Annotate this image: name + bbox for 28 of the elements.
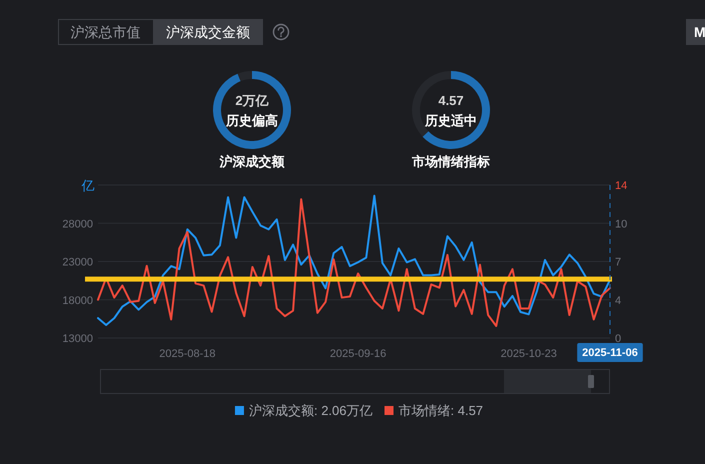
x-tick-label: 2025-11-06	[582, 347, 638, 359]
text: 2万亿	[235, 93, 270, 108]
text: 历史偏高	[225, 113, 278, 128]
donut-slice	[213, 71, 291, 149]
y-tick-label: 28000	[62, 218, 93, 230]
text: 历史适中	[424, 113, 477, 128]
y2-tick-label: 7	[615, 256, 622, 268]
text: 4.57	[438, 93, 464, 108]
text: 沪深总市值	[70, 24, 140, 40]
x-tick-label: 2025-08-18	[159, 348, 216, 360]
donut-slice	[238, 71, 252, 82]
y2-tick-label: 0	[615, 333, 622, 345]
y-tick-label: 23000	[62, 256, 93, 268]
y-tick-label: 13000	[62, 333, 93, 345]
legend-label: 沪深成交额: 2.06万亿	[248, 403, 372, 418]
y-tick-label: 18000	[62, 294, 93, 307]
text: 沪深成交额	[218, 154, 286, 169]
text: M	[694, 24, 705, 40]
y2-tick-label: 14	[615, 180, 628, 192]
y2-tick-label: 10	[615, 218, 628, 230]
y2-tick-label: 4	[615, 294, 622, 307]
x-tick-label: 2025-09-16	[330, 348, 386, 360]
legend-label: 市场情绪: 4.57	[398, 403, 484, 418]
text: 沪深成交金额	[166, 24, 250, 40]
y-axis-title: 亿	[80, 178, 94, 193]
text: 市场情绪指标	[411, 154, 490, 169]
x-tick-label: 2025-10-23	[500, 348, 557, 360]
donut-slice	[422, 71, 490, 149]
